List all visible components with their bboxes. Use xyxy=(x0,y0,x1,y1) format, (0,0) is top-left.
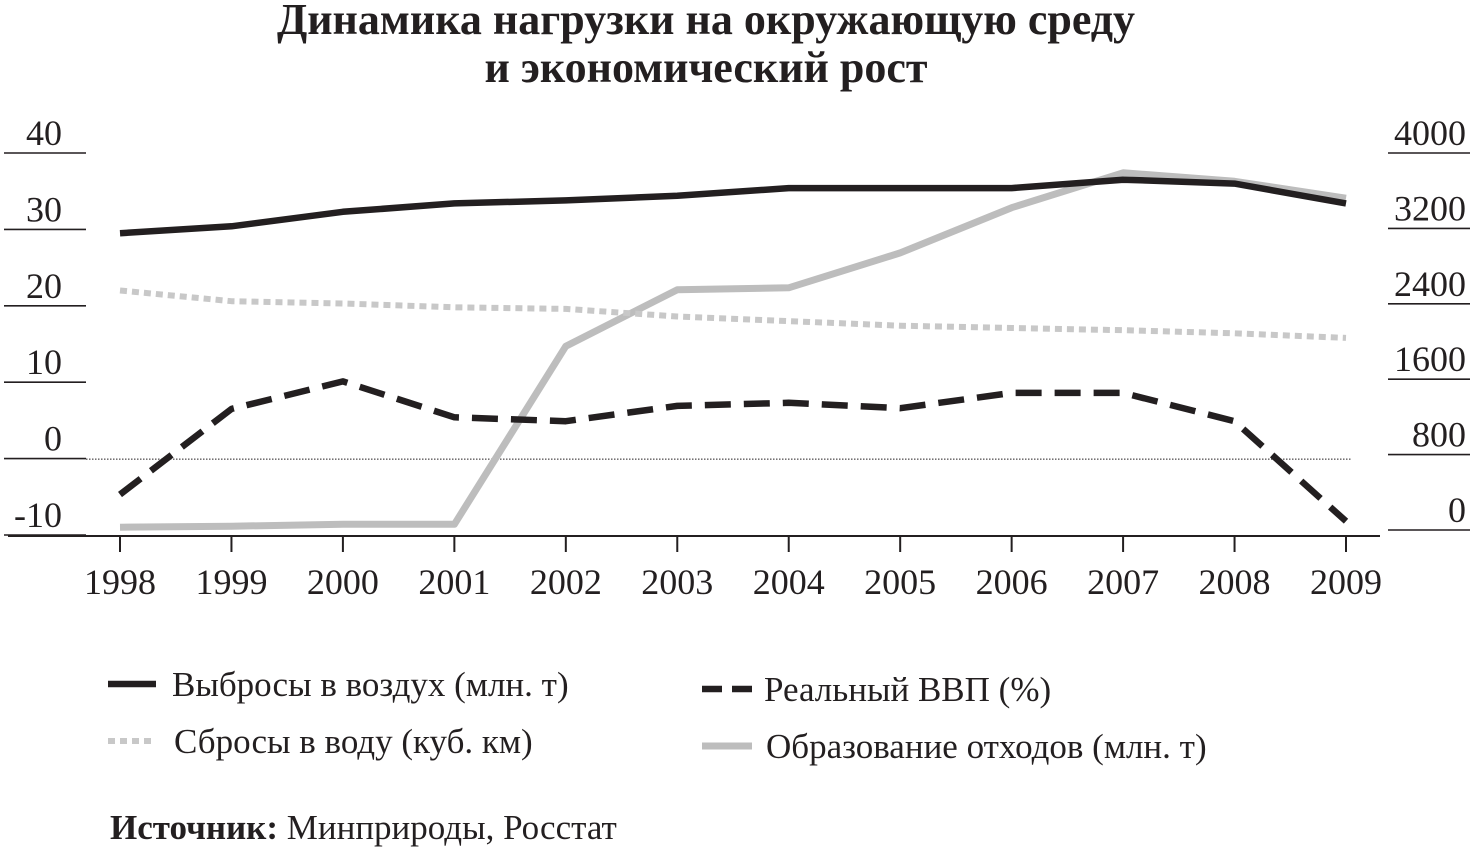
left-tick-label: 10 xyxy=(26,342,62,382)
chart-title-line-2: и экономический рост xyxy=(484,43,927,92)
x-tick-label: 2000 xyxy=(307,562,379,602)
x-tick-label: 1999 xyxy=(195,562,267,602)
series xyxy=(118,169,1349,531)
x-tick-label: 2008 xyxy=(1199,562,1271,602)
x-tick-label: 2003 xyxy=(641,562,713,602)
left-tick-label: 20 xyxy=(26,266,62,306)
right-tick-label: 3200 xyxy=(1394,188,1466,228)
series-line-2 xyxy=(119,287,1347,341)
left-tick-label: 0 xyxy=(44,419,62,459)
left-tick-label: -10 xyxy=(14,495,62,535)
source-label: Источник: xyxy=(110,808,278,847)
x-tick-label: 2004 xyxy=(753,562,825,602)
series-line-1 xyxy=(118,378,1349,524)
right-tick-label: 0 xyxy=(1448,490,1466,530)
legend: Выбросы в воздух (млн. т) Реальный ВВП (%… xyxy=(108,665,1207,766)
right-tick-label: 1600 xyxy=(1394,339,1466,379)
series-line-3 xyxy=(119,169,1347,531)
x-tick-label: 1998 xyxy=(84,562,156,602)
legend-label: Образование отходов (млн. т) xyxy=(766,727,1207,766)
right-tick-label: 800 xyxy=(1412,415,1466,455)
x-tick-label: 2009 xyxy=(1310,562,1382,602)
right-tick-label: 2400 xyxy=(1394,264,1466,304)
legend-label: Реальный ВВП (%) xyxy=(764,670,1051,709)
source-note: Источник: Минприроды, Росстат xyxy=(110,808,617,847)
legend-label: Выбросы в воздух (млн. т) xyxy=(172,665,569,704)
x-axis: 1998 1999 2000 2001 2002 2003 2004 2005 2006 2007… xyxy=(8,535,1382,602)
left-y-axis: 40 30 20 10 0 -10 xyxy=(4,113,86,536)
x-tick-label: 2005 xyxy=(864,562,936,602)
source-value: Минприроды, Росстат xyxy=(278,808,617,847)
chart-title-line-1: Динамика нагрузки на окружающую среду xyxy=(277,0,1135,44)
x-tick-label: 2006 xyxy=(976,562,1048,602)
legend-label: Сбросы в воду (куб. км) xyxy=(174,722,533,761)
left-tick-label: 40 xyxy=(26,113,62,153)
x-tick-label: 2002 xyxy=(530,562,602,602)
left-tick-label: 30 xyxy=(26,189,62,229)
x-tick-label: 2007 xyxy=(1087,562,1159,602)
right-y-axis: 4000 3200 2400 1600 800 0 xyxy=(1388,113,1470,531)
series-line-0 xyxy=(119,176,1347,237)
x-tick-label: 2001 xyxy=(418,562,490,602)
right-tick-label: 4000 xyxy=(1394,113,1466,153)
